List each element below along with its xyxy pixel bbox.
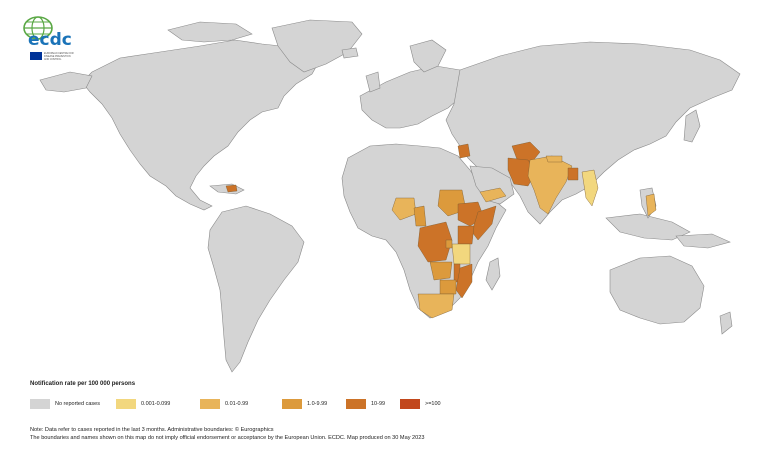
- region-zambia: [429, 261, 453, 281]
- landmass-iceland: [341, 47, 359, 59]
- legend-item: 0.01-0.99: [200, 398, 248, 410]
- legend-swatch: [30, 399, 50, 409]
- region-dr-congo: [417, 221, 453, 263]
- legend-swatch: [200, 399, 220, 409]
- globe-icon: [23, 16, 53, 40]
- landmass-indonesia-east: [675, 233, 731, 249]
- legend-swatch: [346, 399, 366, 409]
- landmass-japan: [683, 109, 701, 143]
- legend-label: 1.0-9.99: [307, 401, 328, 407]
- region-nigeria: [391, 197, 417, 221]
- legend-label: 10-99: [371, 401, 386, 407]
- ecdc-logo: [18, 14, 78, 62]
- region-bangladesh: [567, 167, 579, 181]
- legend-title: Notification rate per 100 000 persons: [30, 381, 136, 387]
- legend-item: 0.001-0.099: [116, 398, 170, 410]
- note-line-2: The boundaries and names shown on this m…: [30, 435, 425, 441]
- legend-label: 0.01-0.99: [225, 401, 249, 407]
- legend-label: No reported cases: [55, 401, 100, 407]
- legend: No reported cases 0.001-0.099 0.01-0.99 1.0…: [30, 398, 490, 410]
- region-yemen: [479, 187, 507, 203]
- landmass-canada-arctic: [167, 21, 253, 43]
- legend-swatch: [400, 399, 420, 409]
- region-kenya: [457, 225, 475, 245]
- legend-label: 0.001-0.099: [141, 401, 171, 407]
- landmass-madagascar: [485, 257, 501, 291]
- landmass-north-america: [81, 39, 321, 211]
- logo-subtext: EUROPEAN CENTRE FOR DISEASE PREVENTION A…: [44, 52, 74, 61]
- region-mozambique: [455, 263, 473, 299]
- region-syria: [457, 143, 471, 159]
- region-zimbabwe: [439, 279, 457, 295]
- land-layer: [39, 19, 741, 373]
- legend-item: 1.0-9.99: [282, 398, 327, 410]
- landmass-new-zealand: [719, 311, 733, 335]
- legend-swatch: [116, 399, 136, 409]
- region-tanzania: [451, 243, 471, 265]
- region-burundi: [445, 239, 453, 249]
- eu-flag-icon: [30, 52, 42, 60]
- note-line-1: Note: Data refer to cases reported in th…: [30, 427, 274, 433]
- landmass-europe: [359, 65, 471, 129]
- landmass-uk: [365, 71, 381, 93]
- region-philippines: [645, 193, 657, 217]
- region-cameroon: [413, 205, 427, 227]
- legend-item: No reported cases: [30, 398, 100, 410]
- highlighted-regions: [225, 141, 657, 319]
- legend-label: >=100: [425, 401, 441, 407]
- legend-item: 10-99: [346, 398, 385, 410]
- logo-text: ecdc: [28, 30, 72, 50]
- landmass-australia: [609, 255, 705, 325]
- legend-swatch: [282, 399, 302, 409]
- landmass-scandinavia: [409, 39, 447, 73]
- region-pakistan: [507, 157, 537, 187]
- legend-item: >=100: [400, 398, 441, 410]
- region-myanmar: [581, 169, 599, 207]
- landmass-greenland: [271, 19, 363, 73]
- region-haiti: [225, 184, 238, 193]
- region-nepal: [545, 155, 563, 163]
- landmass-south-america: [207, 205, 305, 373]
- region-south-africa: [417, 293, 455, 319]
- landmass-alaska-islands: [39, 71, 93, 93]
